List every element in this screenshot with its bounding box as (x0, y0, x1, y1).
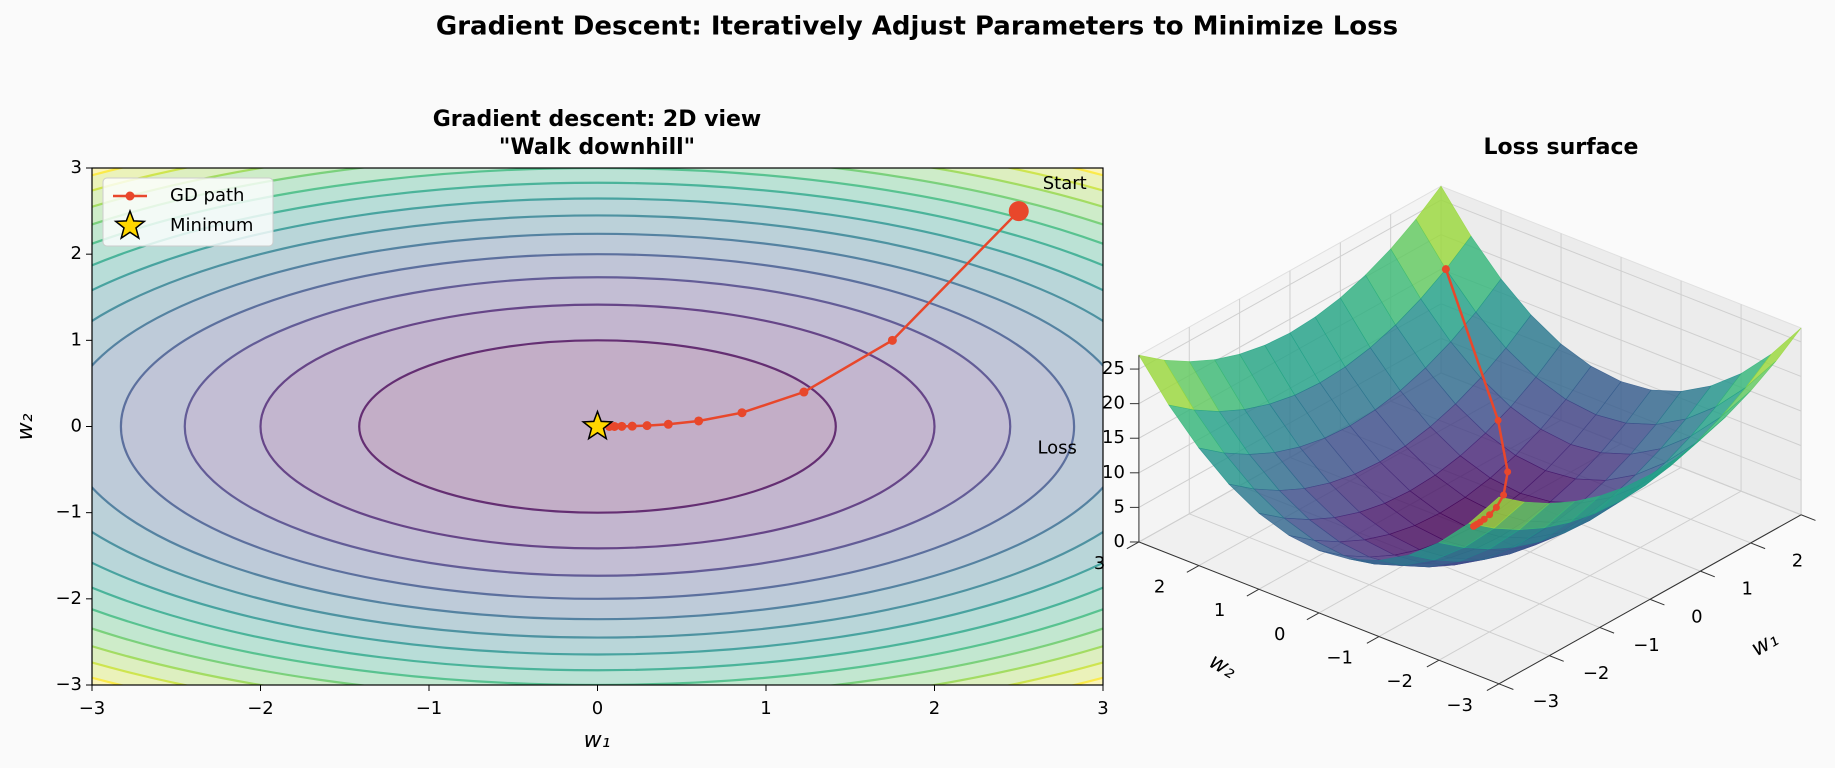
legend-label: GD path (170, 185, 244, 206)
y-tick (1246, 588, 1260, 597)
grid-line (1378, 467, 1682, 637)
chart-title: Loss surface (1484, 135, 1639, 160)
y-tick-label: 3 (71, 157, 82, 178)
x-tick (1649, 598, 1665, 606)
gd-path-point (642, 421, 652, 431)
x-tick-label: 1 (1741, 579, 1752, 600)
x-tick-label: −1 (416, 698, 443, 719)
legend-label: Minimum (170, 215, 253, 236)
gd-path-3d-point (1492, 503, 1500, 511)
gd-path-point (627, 421, 637, 431)
chart-title: Gradient descent: 2D view (433, 107, 762, 132)
contour-line (358, 339, 837, 514)
x-tick-label: 3 (1097, 698, 1108, 719)
y-tick-label: −2 (55, 588, 82, 609)
x-tick (1599, 626, 1615, 634)
y-tick-label: 1 (1214, 600, 1225, 621)
x-axis-label: w₁ (584, 728, 611, 753)
y-tick (1306, 612, 1320, 621)
x-tick (1498, 683, 1514, 690)
y-tick (1186, 565, 1200, 573)
x-tick-label: −3 (1532, 691, 1559, 712)
x-tick-label: 2 (1792, 550, 1803, 571)
gd-path-3d-point (1494, 416, 1502, 424)
contour-line (92, 214, 1103, 639)
x-tick (1750, 542, 1766, 550)
x-tick-label: 1 (760, 698, 771, 719)
gd-path-point (737, 408, 747, 418)
x-tick-label: −2 (1583, 663, 1610, 684)
grid-line (1138, 199, 1442, 370)
x-tick-label: 2 (929, 698, 940, 719)
gd-path-point (1008, 201, 1029, 222)
y-tick-label: −1 (1326, 647, 1353, 668)
gd-path-3d-point (1504, 468, 1512, 476)
z-tick-label: 10 (1102, 462, 1125, 483)
gd-path-point (799, 387, 809, 397)
z-tick-label: 5 (1113, 496, 1124, 517)
grid-line (1438, 490, 1742, 661)
x-tick (1700, 570, 1715, 578)
z-tick-label: 0 (1113, 531, 1124, 552)
y-tick-label: 2 (71, 243, 82, 264)
y-tick (1126, 541, 1140, 550)
z-tick-label: 25 (1102, 358, 1125, 379)
z-tick-label: 15 (1102, 427, 1125, 448)
contour-line (119, 253, 1076, 600)
contour-line (259, 303, 936, 550)
y-tick-label: 0 (71, 416, 82, 437)
annotation: Start (1043, 173, 1087, 194)
y-tick-label: 1 (71, 329, 82, 350)
y-tick-label: −3 (1446, 695, 1473, 716)
y-tick-label: −3 (55, 674, 82, 695)
gd-path-point (694, 416, 704, 426)
chart-subtitle: "Walk downhill" (499, 135, 695, 160)
y-tick-label: −2 (1386, 671, 1413, 692)
y-tick (1366, 636, 1380, 644)
legend-marker (113, 208, 147, 240)
x-tick-label: −2 (247, 698, 274, 719)
y-tick (1426, 659, 1440, 668)
gd-path-3d-point (1470, 522, 1478, 530)
grid-line (1440, 199, 1802, 343)
gd-path-3d-point (1500, 491, 1508, 499)
y-axis-label: w₂ (13, 413, 38, 440)
x-tick (1800, 514, 1816, 521)
gd-path-point (663, 419, 673, 429)
y-tick-label: 0 (1274, 624, 1285, 645)
contour-line (92, 197, 1103, 656)
x-tick-label: 0 (592, 698, 603, 719)
y-tick (1486, 683, 1500, 691)
gd-path-point (887, 335, 897, 345)
y-tick-label: −1 (55, 502, 82, 523)
contour-line (92, 232, 1103, 621)
gd-path-point (617, 421, 627, 431)
x-tick-label: −3 (79, 698, 106, 719)
contour-line (183, 276, 1012, 577)
x-tick-label: 0 (1691, 607, 1702, 628)
contour-line (92, 181, 1103, 672)
gd-path-3d-point (1441, 265, 1450, 274)
y-tick-label: 2 (1154, 577, 1165, 598)
gd-path-3d-point (1486, 511, 1494, 519)
y-tick-label: 3 (1094, 553, 1105, 574)
z-axis-label: Loss (1037, 438, 1076, 459)
minimum-star (581, 409, 614, 441)
grid-line (1440, 234, 1802, 377)
x-tick-label: −1 (1633, 635, 1660, 656)
x-tick (1549, 655, 1564, 662)
figure-title: Gradient Descent: Iteratively Adjust Par… (436, 12, 1398, 42)
legend-marker (125, 191, 135, 201)
z-tick-label: 20 (1102, 393, 1125, 414)
